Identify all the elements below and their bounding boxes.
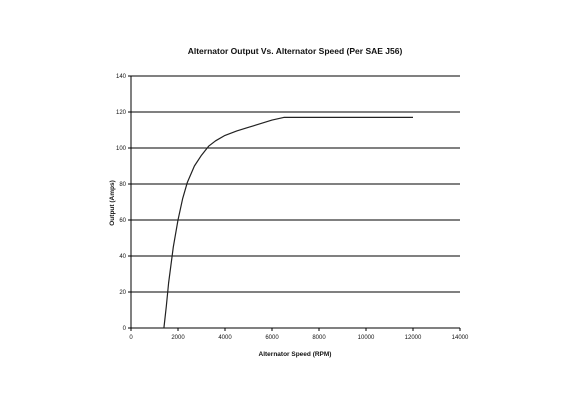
y-tick-label-100: 100 — [116, 146, 127, 152]
x-tick-label-14000: 14000 — [452, 335, 469, 341]
x-tick-label-4000: 4000 — [218, 335, 232, 341]
y-tick-label-120: 120 — [116, 110, 127, 116]
y-tick-label-140: 140 — [116, 74, 127, 80]
chart-title: Alternator Output Vs. Alternator Speed (… — [188, 46, 403, 56]
x-tick-labels: 0 2000 4000 6000 8000 10000 12000 14000 — [129, 335, 469, 341]
y-tick-label-80: 80 — [119, 182, 126, 188]
x-tick-label-10000: 10000 — [358, 335, 375, 341]
y-tick-label-60: 60 — [119, 218, 126, 224]
x-axis-label: Alternator Speed (RPM) — [259, 351, 332, 358]
axes — [128, 75, 461, 331]
y-tick-labels: 0 20 40 60 80 100 120 140 — [116, 74, 127, 332]
y-axis-label: Output (Amps) — [109, 180, 116, 226]
grid-lines — [131, 75, 460, 293]
y-tick-label-0: 0 — [123, 326, 127, 332]
series-line-0 — [163, 116, 413, 329]
series-group — [163, 116, 413, 329]
x-tick-label-2000: 2000 — [171, 335, 185, 341]
x-tick-label-0: 0 — [129, 335, 133, 341]
y-tick-label-40: 40 — [119, 254, 126, 260]
x-tick-label-6000: 6000 — [265, 335, 279, 341]
x-tick-label-8000: 8000 — [312, 335, 326, 341]
x-tick-label-12000: 12000 — [405, 335, 422, 341]
y-tick-label-20: 20 — [119, 290, 126, 296]
